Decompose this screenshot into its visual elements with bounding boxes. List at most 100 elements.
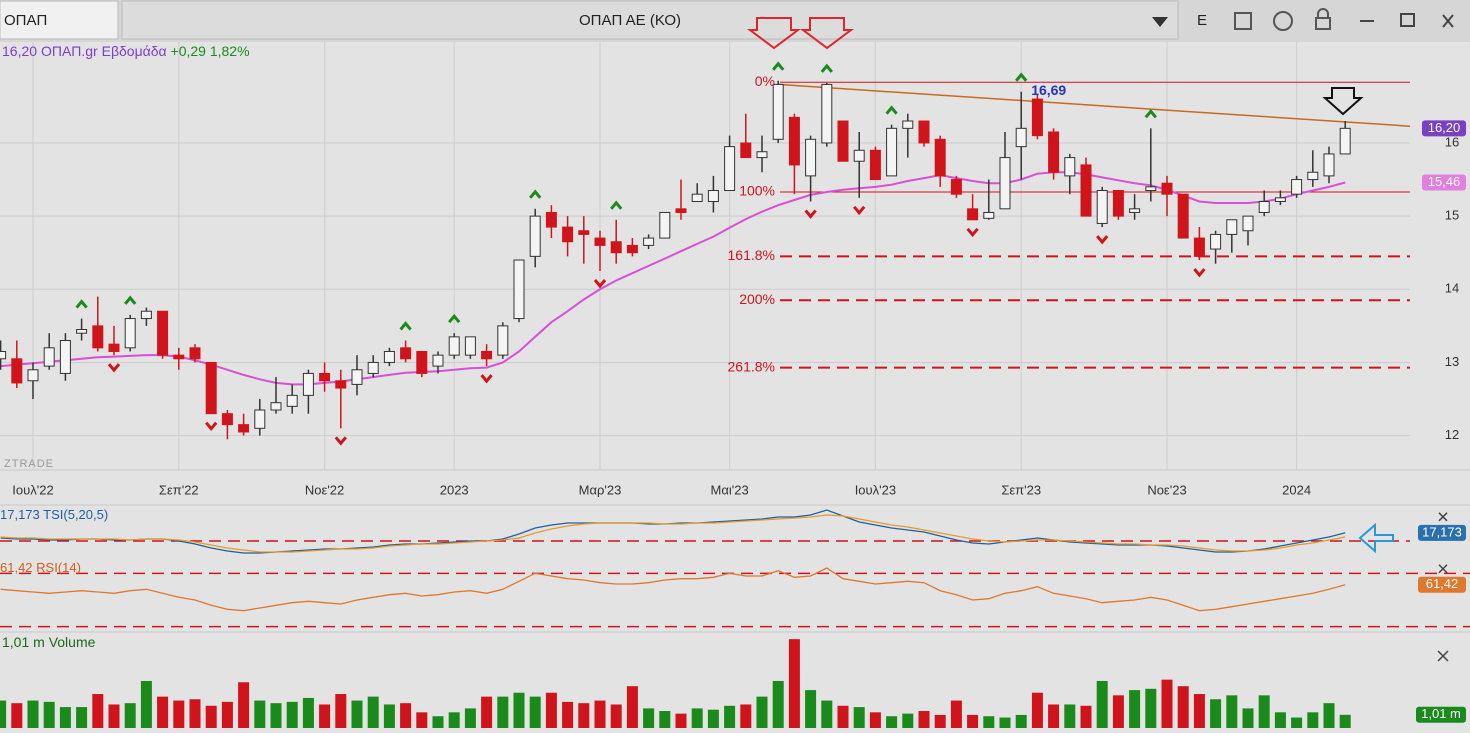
last-price-box [1422, 120, 1466, 137]
volume-bar [1323, 703, 1335, 728]
lock-button[interactable] [1315, 17, 1331, 30]
candle-body [983, 211, 995, 219]
volume-bar [950, 700, 962, 728]
buy-signal [1015, 72, 1028, 82]
volume-bar [1274, 712, 1286, 728]
volume-bar [1226, 695, 1238, 728]
candle-body [335, 380, 347, 389]
indicator-legend: 17,173 TSI(5,20,5) [0, 507, 108, 522]
volume-bar [1307, 712, 1319, 728]
candle-body [497, 325, 509, 356]
candle-body [578, 230, 590, 235]
legend-name: TSI(5,20,5) [43, 507, 108, 522]
candle-body [740, 142, 752, 159]
volume-bar [659, 711, 671, 728]
mode-button[interactable]: E [1197, 12, 1207, 29]
volume-bar [108, 704, 120, 728]
volume-bar [869, 712, 881, 728]
candle-body [675, 208, 687, 213]
candle-body [529, 215, 541, 257]
dropdown-button[interactable] [1152, 17, 1168, 27]
volume-bar [788, 639, 800, 728]
question-arrow [1322, 87, 1364, 116]
volume-bar [1291, 717, 1303, 728]
volume-bar [432, 716, 444, 728]
volume-bar [513, 692, 525, 728]
x-tick-label: Ιουλ'23 [855, 482, 896, 497]
highlight-arrow [747, 17, 801, 50]
volume-bar [610, 704, 622, 728]
candle-body [594, 237, 606, 246]
volume-bar [853, 707, 865, 728]
candle-body [1096, 190, 1108, 224]
candle-body [383, 350, 395, 363]
sell-signal [334, 436, 347, 446]
watermark: ZTRADE [4, 458, 54, 470]
sell-signal [480, 374, 493, 384]
candle-body [464, 336, 476, 356]
volume-bar [578, 703, 590, 728]
candle-body [805, 138, 817, 177]
volume-bar [140, 680, 152, 728]
volume-bar [1015, 714, 1027, 728]
volume-bar [1258, 695, 1270, 728]
y-tick-label: 16 [1445, 134, 1459, 149]
candle-body [400, 347, 412, 360]
close-pane[interactable] [1437, 650, 1449, 662]
volume-bar [319, 704, 331, 728]
value-box [1416, 706, 1466, 723]
symbol-box[interactable] [0, 0, 119, 40]
volume-bar [76, 707, 88, 728]
volume-bar [934, 714, 946, 728]
candle-body [416, 350, 428, 374]
candle-body [1177, 193, 1189, 239]
volume-bar [772, 680, 784, 728]
y-tick-label: 14 [1445, 281, 1459, 296]
candle-body [0, 350, 7, 360]
close-button[interactable] [1442, 14, 1454, 28]
volume-bar [1096, 680, 1108, 728]
candle-body [367, 361, 379, 374]
restore-button[interactable] [1400, 13, 1415, 27]
candle-body [205, 361, 217, 415]
legend-name: Volume [49, 634, 96, 650]
candle-body [1226, 219, 1238, 235]
candle-body [837, 120, 849, 162]
legend-part: +0,29 1,82% [171, 43, 250, 59]
volume-bar [302, 697, 314, 728]
sell-signal [804, 209, 817, 219]
volume-bar [1242, 708, 1254, 728]
candle-body [124, 318, 136, 349]
candle-body [1323, 153, 1335, 177]
volume-bar [59, 707, 71, 728]
volume-bar [497, 696, 509, 728]
pointer-arrow [1358, 522, 1394, 554]
x-tick-label: Μαι'23 [711, 482, 749, 497]
candle-body [157, 310, 169, 356]
comment-button[interactable] [1273, 11, 1293, 31]
candle-body [1258, 200, 1270, 213]
legend-value: 17,173 [0, 507, 40, 522]
volume-bar [157, 696, 169, 728]
x-tick-label: Μαρ'23 [579, 482, 622, 497]
value-box-label: 61,42 [1426, 576, 1459, 591]
value-box [1418, 576, 1466, 593]
volume-bar [1210, 699, 1222, 728]
legend-part: 16,20 [2, 43, 37, 59]
volume-bar [756, 696, 768, 728]
candle-body [481, 350, 493, 360]
sell-signal [1096, 235, 1109, 245]
panel-button[interactable] [1234, 12, 1252, 30]
candle-body [1161, 182, 1173, 195]
volume-bar [189, 699, 201, 728]
x-tick-label: Νοε'22 [305, 482, 344, 497]
volume-bar [335, 694, 347, 728]
y-tick-label: 15 [1445, 208, 1459, 223]
candle-body [319, 372, 331, 382]
volume-bar [11, 703, 23, 728]
candle-body [869, 149, 881, 181]
candle-body [286, 394, 298, 407]
title-box[interactable] [121, 0, 1179, 40]
fib-label: 0% [755, 73, 775, 89]
fib-label: 161.8% [728, 247, 775, 263]
